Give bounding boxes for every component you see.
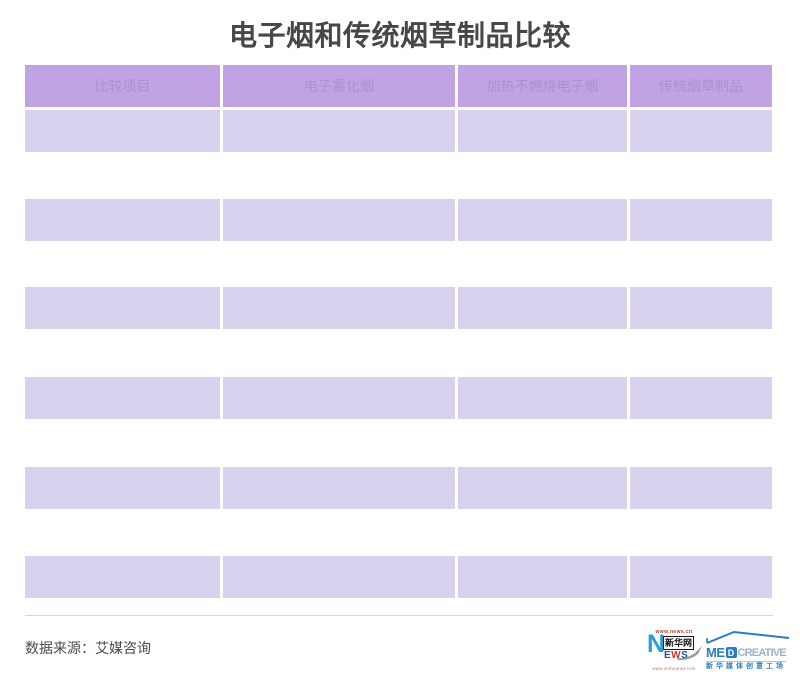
table-cell <box>630 199 772 241</box>
table-cell <box>458 377 627 419</box>
table-header-row: 比较项目 电子雾化烟 加热不燃烧电子烟 传统烟草制品 <box>25 65 772 107</box>
table-cell <box>630 556 772 598</box>
table-cell <box>25 199 220 241</box>
swoosh-icon <box>677 646 702 661</box>
table-row <box>25 467 772 509</box>
page-title: 电子烟和传统烟草制品比较 <box>228 20 571 51</box>
table-row <box>25 556 772 598</box>
table-cell <box>223 287 455 329</box>
table-cell <box>630 287 772 329</box>
table-row <box>25 110 772 152</box>
table-cell <box>223 199 455 241</box>
medcreative-brand: ME D CREATIVE <box>706 645 787 662</box>
xinhuanet-logo: www.news.cn N 新华网 EWS www.xinhuanet.com <box>647 629 702 671</box>
table-cell <box>458 110 627 152</box>
table-cell <box>223 377 455 419</box>
table-body <box>25 110 772 598</box>
column-header-1: 电子雾化烟 <box>223 65 455 107</box>
xinhuanet-n-icon: N <box>647 630 666 658</box>
table-cell <box>458 556 627 598</box>
table-cell <box>25 377 220 419</box>
table-cell <box>630 110 772 152</box>
table-row <box>25 287 772 329</box>
table-cell <box>25 110 220 152</box>
table-cell <box>25 287 220 329</box>
medcreative-logo: ME D CREATIVE 新华媒体创意工场 <box>704 630 792 670</box>
brand-me: ME <box>706 645 725 660</box>
table-row <box>25 377 772 419</box>
table-cell <box>458 199 627 241</box>
brand-creative: CREATIVE <box>737 646 787 659</box>
xinhuanet-bottom-url: www.xinhuanet.com <box>652 666 696 671</box>
footer-divider <box>25 615 773 616</box>
news-letter-w: W <box>671 650 682 661</box>
table-cell <box>223 467 455 509</box>
roof-icon <box>706 630 790 644</box>
xinhuanet-name: 新华网 <box>663 636 695 650</box>
column-header-2: 加热不燃烧电子烟 <box>458 65 627 107</box>
news-letter-e: E <box>664 650 672 661</box>
table-row <box>25 199 772 241</box>
table-cell <box>25 467 220 509</box>
table-cell <box>630 467 772 509</box>
xinhuanet-news-text: EWS <box>664 650 688 661</box>
column-header-3: 传统烟草制品 <box>630 65 772 107</box>
table-cell <box>458 287 627 329</box>
table-cell <box>223 110 455 152</box>
brand-d-icon: D <box>725 647 737 658</box>
table-cell <box>223 556 455 598</box>
medcreative-cn-name: 新华媒体创意工场 <box>706 663 786 670</box>
table-cell <box>25 556 220 598</box>
table-cell <box>630 377 772 419</box>
comparison-table: 比较项目 电子雾化烟 加热不燃烧电子烟 传统烟草制品 <box>25 65 772 598</box>
data-source-label: 数据来源：艾媒咨询 <box>25 640 151 656</box>
xinhuanet-top-url: www.news.cn <box>655 629 693 635</box>
column-header-0: 比较项目 <box>25 65 220 107</box>
table-cell <box>458 467 627 509</box>
news-letter-s: S <box>681 650 689 661</box>
